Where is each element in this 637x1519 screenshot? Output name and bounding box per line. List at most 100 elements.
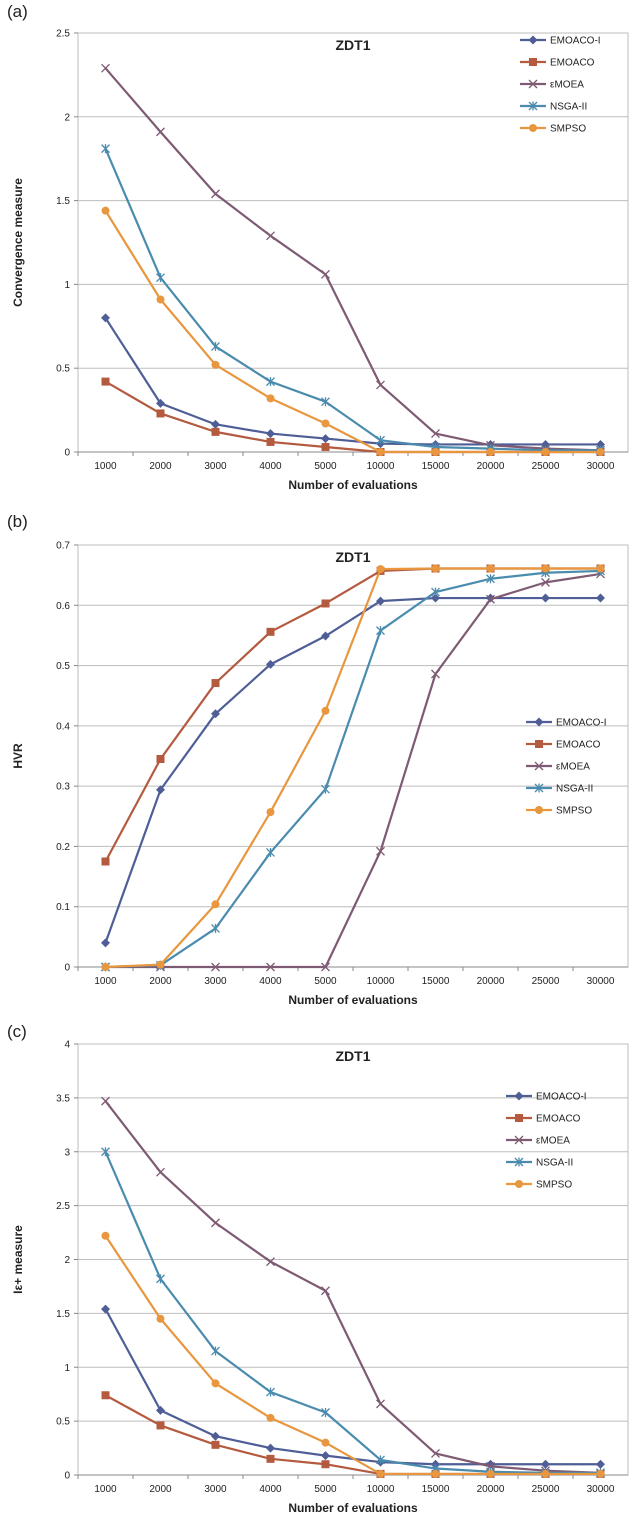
x-axis-label: Number of evaluations: [288, 1501, 418, 1515]
data-point: [376, 1455, 385, 1465]
data-point: [156, 755, 165, 764]
data-point: [321, 419, 330, 428]
chart-b-svg: 0 0.1 0.2 0.3 0.4 0.5 0.6 0.7 1000 2000 3000 4000 50…: [11, 541, 629, 1007]
y-tick-label: 0: [64, 963, 70, 974]
y-tick-label: 2.5: [56, 1201, 70, 1212]
data-point: [266, 429, 275, 439]
data-point: [321, 269, 330, 279]
data-point: [541, 448, 550, 456]
series-εMOEA: [101, 1096, 605, 1478]
data-point: [101, 1391, 110, 1400]
data-point: [596, 564, 605, 573]
legend-label: EMOACO: [536, 1114, 581, 1125]
data-point: [376, 596, 385, 606]
data-point: [101, 63, 110, 73]
series-line: [104, 1235, 601, 1476]
chart-panel-b: (b) 0 0.1 0.2 0.3 0.4 0.5 0.6 0.7 1000 2000 3000 40…: [0, 510, 637, 1020]
data-point: [541, 593, 550, 603]
chart-panel-a: (a) 0 0.5 1 1.5 2 2.5 1000 2000 3000 4000 5000 1000…: [0, 0, 637, 510]
x-tick-label: 1000: [94, 976, 117, 987]
x-tick-label: 4000: [259, 1484, 282, 1495]
data-point: [156, 409, 165, 418]
y-tick-label: 3.5: [56, 1093, 70, 1104]
data-point: [211, 1440, 220, 1449]
series-line: [104, 567, 601, 863]
data-point: [266, 1387, 275, 1397]
data-point: [101, 963, 110, 971]
data-point: [211, 679, 220, 688]
y-tick-label: 1: [64, 1363, 70, 1374]
data-point: [211, 900, 220, 909]
y-tick-label: 0.7: [56, 541, 70, 552]
series-line: [104, 148, 601, 452]
x-tick-label: 10000: [367, 461, 395, 472]
data-point: [101, 144, 110, 154]
legend: EMOACO-I EMOACO εMOEA NSGA-II SMPSO: [520, 35, 601, 135]
data-point: [596, 1469, 605, 1478]
data-point: [101, 206, 110, 215]
legend-marker: [528, 79, 538, 89]
x-tick-label: 4000: [259, 976, 282, 987]
data-point: [486, 594, 495, 604]
data-point: [266, 808, 275, 817]
data-point: [211, 962, 220, 972]
data-point: [486, 574, 495, 584]
y-axis-label: Convergence measure: [11, 178, 25, 307]
chart-panel-c: (c) 0 0.5 1 1.5 2 2.5 3 3.5 4 1000 2000 3000 4000 500…: [0, 1020, 637, 1519]
x-tick-label: 5000: [314, 976, 337, 987]
y-tick-label: 0.3: [56, 782, 70, 793]
series-line: [104, 67, 601, 452]
legend-marker: [515, 1180, 523, 1188]
legend: EMOACO-I EMOACO εMOEA NSGA-II SMPSO: [506, 1091, 587, 1191]
data-point: [486, 564, 495, 573]
legend-label: εMOEA: [550, 80, 584, 91]
panel-label: (b): [7, 512, 28, 531]
data-point: [376, 1399, 385, 1409]
data-point: [211, 1218, 220, 1228]
y-tick-label: 1.5: [56, 1309, 70, 1320]
data-point: [321, 1438, 330, 1447]
series-line: [104, 1100, 601, 1474]
data-point: [156, 273, 165, 283]
data-point: [211, 1379, 220, 1388]
x-tick-label: 5000: [314, 461, 337, 472]
data-point: [596, 439, 605, 449]
data-point: [266, 231, 275, 241]
x-tick-label: 3000: [204, 1484, 227, 1495]
y-tick-label: 0: [64, 1471, 70, 1482]
x-tick-label: 10000: [367, 976, 395, 987]
data-point: [211, 1431, 220, 1441]
legend-marker: [529, 58, 537, 66]
y-tick-label: 3: [64, 1147, 70, 1158]
data-point: [266, 437, 275, 446]
chart-a-svg: 0 0.5 1 1.5 2 2.5 1000 2000 3000 4000 5000 10000 150…: [11, 29, 629, 492]
legend-label: NSGA-II: [536, 1158, 573, 1169]
data-point: [486, 1469, 495, 1478]
x-tick-label: 3000: [204, 461, 227, 472]
series-line: [105, 567, 601, 969]
data-point: [596, 1459, 605, 1469]
data-point: [431, 429, 440, 439]
y-tick-label: 4: [64, 1040, 70, 1051]
series-line: [104, 1151, 601, 1474]
y-tick-label: 2: [64, 112, 70, 123]
y-tick-label: 0.6: [56, 601, 70, 612]
data-point: [596, 593, 605, 603]
x-tick-label: 15000: [422, 461, 450, 472]
data-point: [156, 127, 165, 137]
data-point: [376, 1469, 385, 1478]
x-tick-label: 2000: [149, 976, 172, 987]
data-point: [431, 1469, 440, 1478]
legend-marker: [534, 717, 544, 727]
x-tick-label: 2000: [149, 1484, 172, 1495]
series-line: [104, 317, 601, 446]
data-point: [321, 442, 330, 451]
data-point: [101, 1147, 110, 1157]
data-point: [486, 448, 495, 456]
legend-marker: [514, 1091, 524, 1101]
legend-marker: [535, 806, 543, 814]
x-tick-label: 25000: [532, 976, 560, 987]
data-point: [266, 847, 275, 857]
x-tick-label: 20000: [477, 1484, 505, 1495]
x-tick-label: 20000: [477, 461, 505, 472]
